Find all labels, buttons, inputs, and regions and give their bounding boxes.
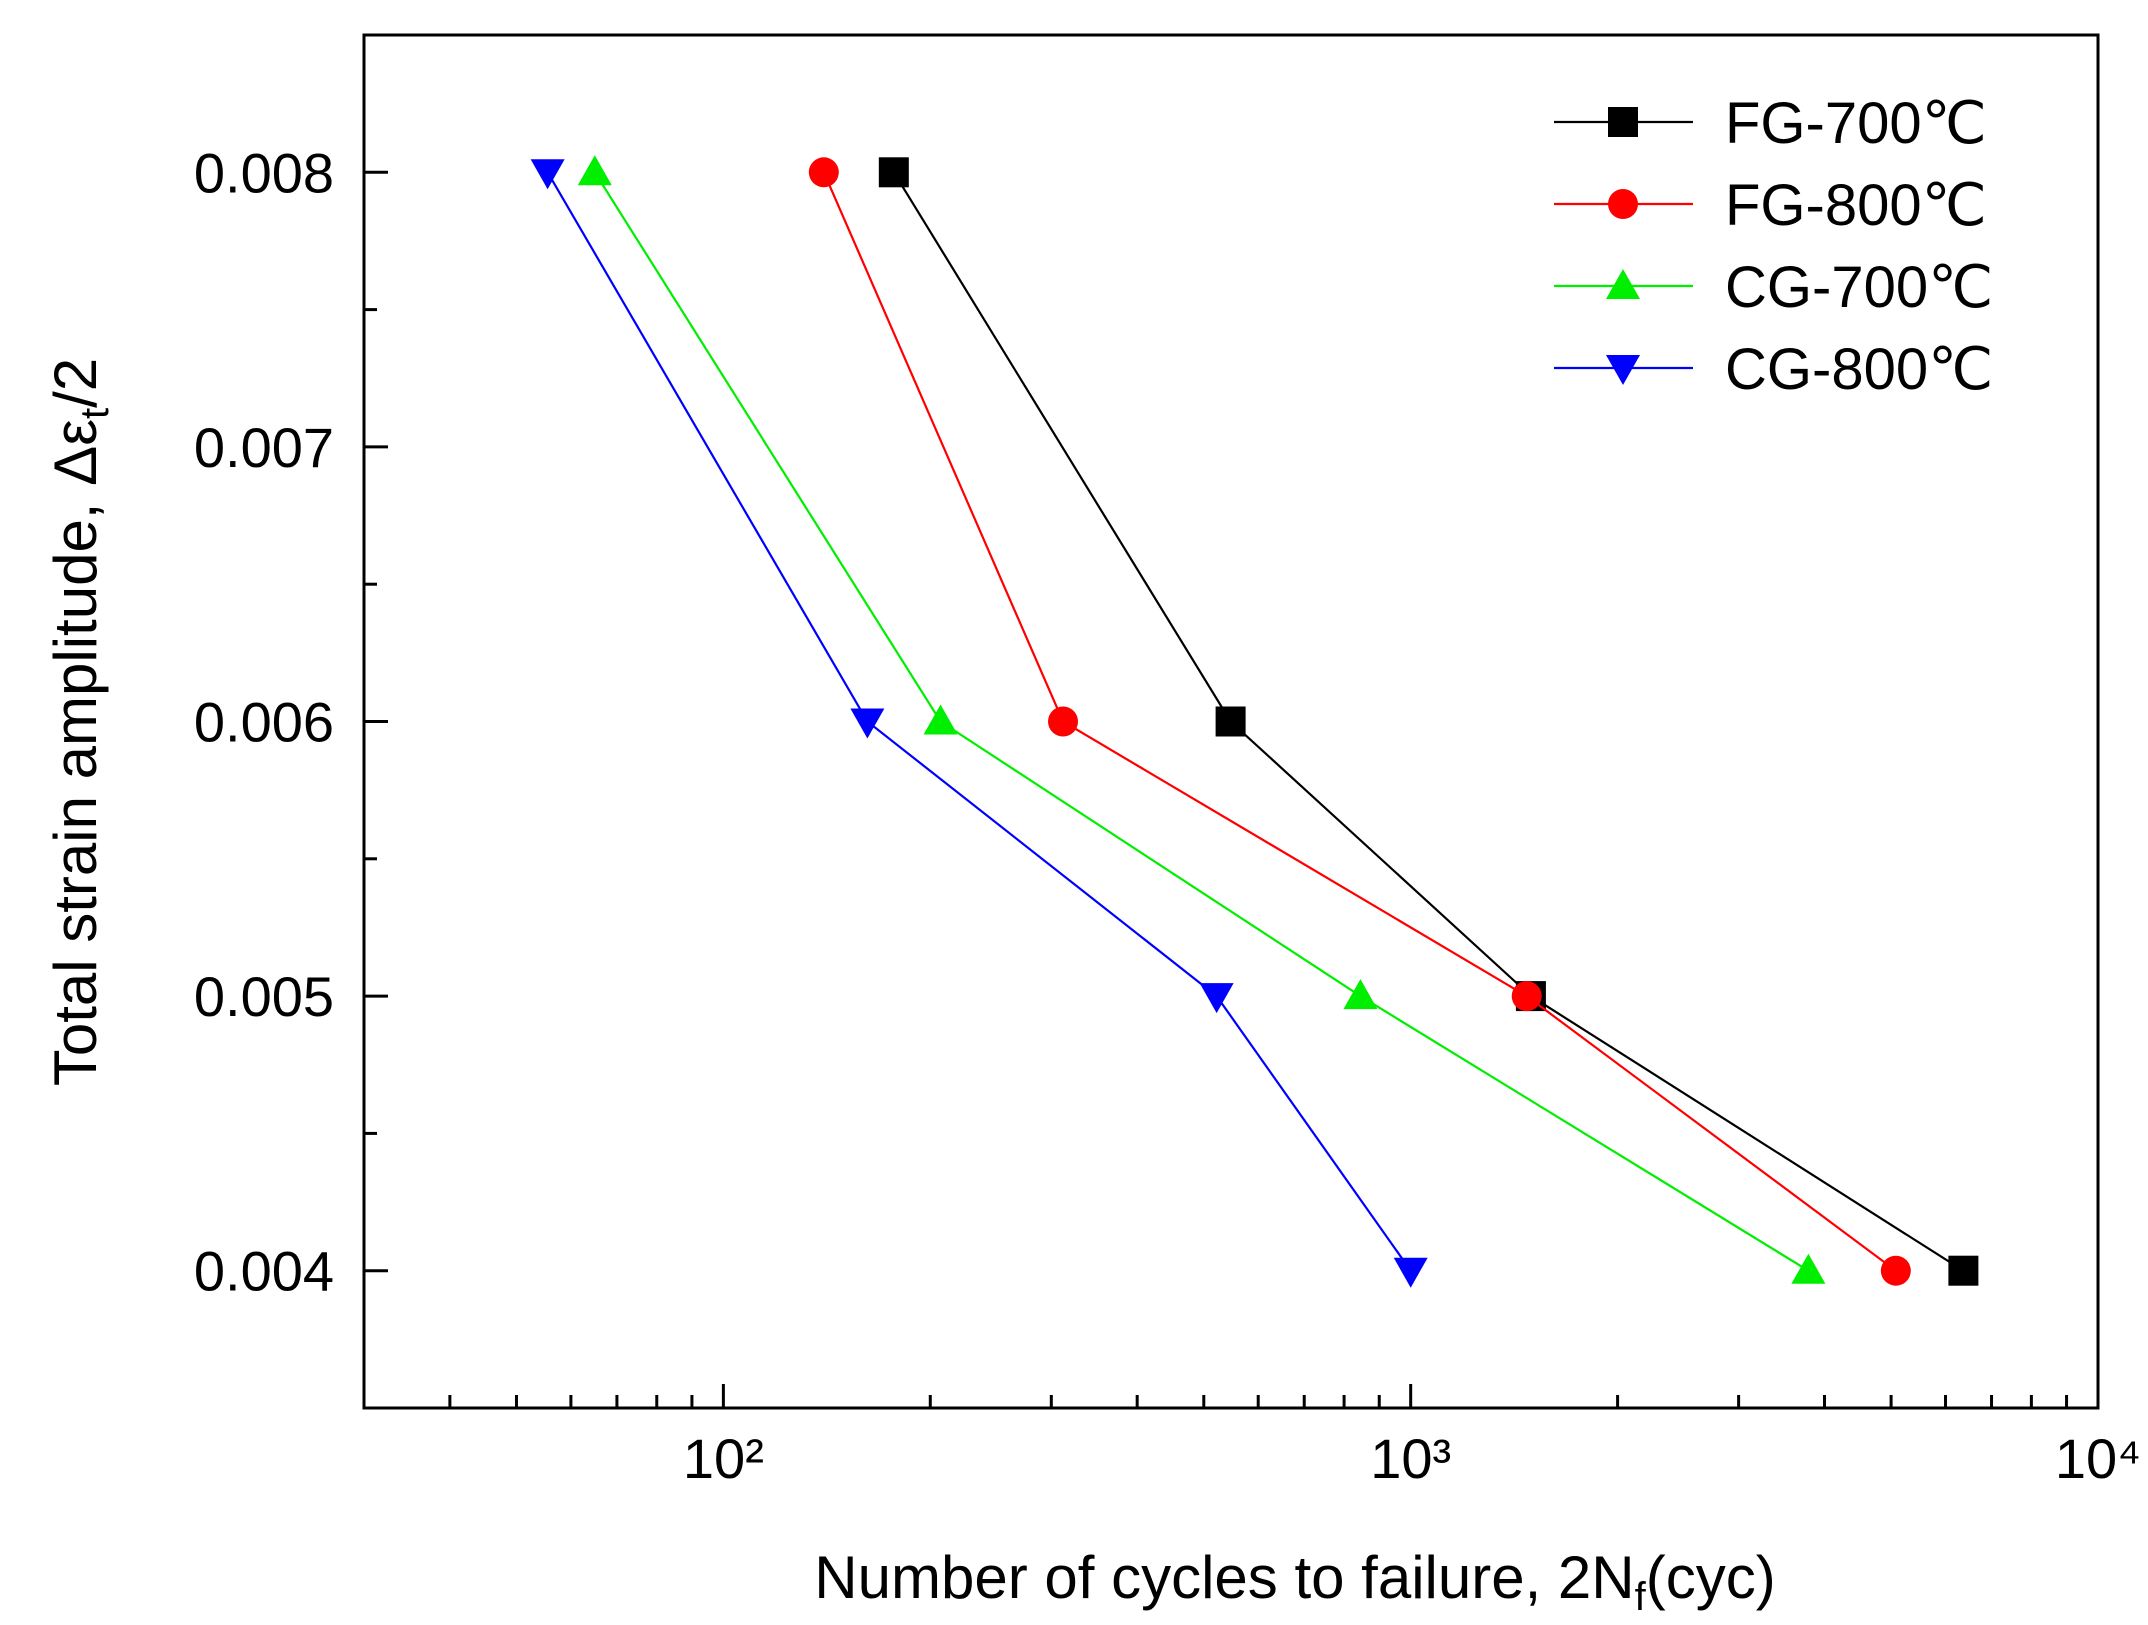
legend-marker xyxy=(1608,107,1638,137)
series-line xyxy=(546,171,1412,1272)
y-label-sub: t xyxy=(73,408,117,419)
marker xyxy=(1048,706,1079,737)
y-label-main: Total strain amplitude, Δε xyxy=(42,419,109,1086)
y-label-end: /2 xyxy=(42,358,109,408)
y-tick-label: 0.006 xyxy=(194,691,334,754)
y-tick-label: 0.005 xyxy=(194,965,334,1028)
x-label-sub: f xyxy=(1635,1575,1647,1619)
marker xyxy=(923,704,958,735)
legend-marker xyxy=(1606,269,1640,299)
marker xyxy=(1948,1255,1979,1286)
x-tick-label: 10⁴ xyxy=(2055,1427,2141,1490)
x-tick-label: 10³ xyxy=(1370,1427,1451,1490)
marker xyxy=(1215,706,1246,737)
x-label-main: Number of cycles to failure, 2N xyxy=(814,1544,1634,1611)
marker xyxy=(1199,983,1234,1014)
legend-marker xyxy=(1606,355,1640,385)
series-line xyxy=(593,171,1809,1272)
y-tick-label: 0.008 xyxy=(194,141,334,204)
legend-label: CG-700℃ xyxy=(1725,255,1993,320)
marker xyxy=(808,157,839,188)
marker xyxy=(1791,1253,1826,1284)
marker xyxy=(1393,1257,1428,1288)
marker xyxy=(1880,1255,1911,1286)
y-axis-label: Total strain amplitude, Δεt/2 xyxy=(42,358,117,1086)
x-label-end: (cyc) xyxy=(1646,1544,1776,1611)
x-tick-label: 10² xyxy=(683,1427,764,1490)
marker xyxy=(850,708,885,739)
marker xyxy=(577,155,612,186)
y-tick-label: 0.004 xyxy=(194,1240,334,1303)
marker xyxy=(878,157,909,188)
marker xyxy=(530,159,565,190)
legend-label: CG-800℃ xyxy=(1725,337,1993,402)
legend-label: FG-700℃ xyxy=(1725,91,1987,156)
x-axis-label: Number of cycles to failure, 2Nf(cyc) xyxy=(814,1544,1775,1619)
legend-label: FG-800℃ xyxy=(1725,173,1987,238)
legend-marker xyxy=(1608,189,1638,219)
series-line xyxy=(822,171,1897,1272)
y-tick-label: 0.007 xyxy=(194,416,334,479)
marker xyxy=(1343,979,1378,1010)
marker xyxy=(1511,981,1542,1012)
series-line xyxy=(892,171,1964,1272)
